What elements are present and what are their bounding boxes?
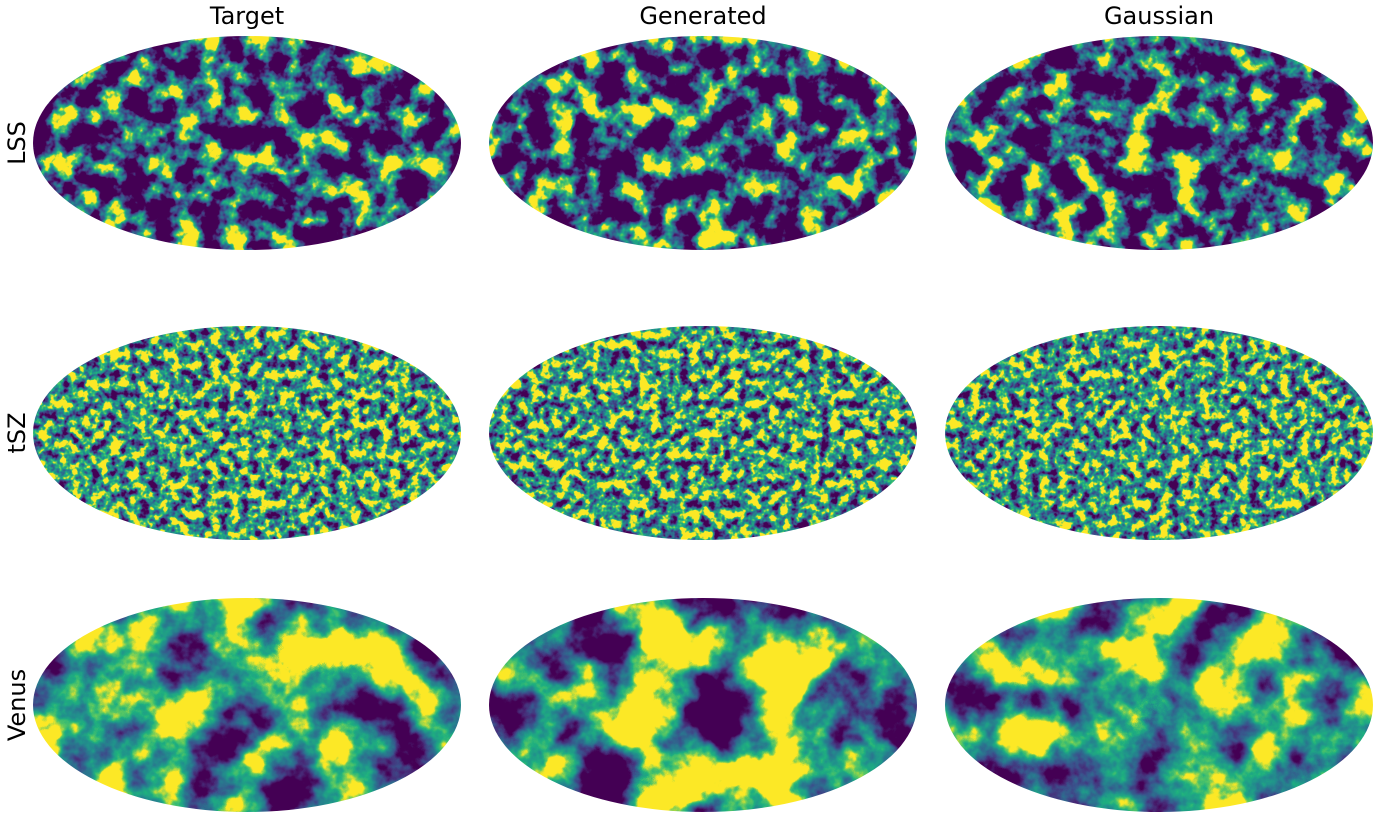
sky-map xyxy=(33,36,461,250)
column-title: Target xyxy=(209,2,284,30)
sky-map xyxy=(489,36,917,250)
map-texture xyxy=(33,598,461,812)
sky-map xyxy=(489,598,917,812)
map-texture xyxy=(945,36,1373,250)
sky-map xyxy=(945,598,1373,812)
sky-map xyxy=(489,326,917,540)
sky-map xyxy=(33,326,461,540)
map-texture xyxy=(489,326,917,540)
map-texture xyxy=(945,326,1373,540)
sky-map xyxy=(945,326,1373,540)
column-title: Generated xyxy=(639,2,766,30)
row-label: Venus xyxy=(3,669,31,741)
row-label: LSS xyxy=(3,121,31,165)
map-texture xyxy=(945,598,1373,812)
column-title: Gaussian xyxy=(1104,2,1214,30)
map-texture xyxy=(33,326,461,540)
row-label: tSZ xyxy=(3,412,31,453)
map-texture xyxy=(489,36,917,250)
map-texture xyxy=(489,598,917,812)
sky-map xyxy=(945,36,1373,250)
map-texture xyxy=(33,36,461,250)
sky-map xyxy=(33,598,461,812)
